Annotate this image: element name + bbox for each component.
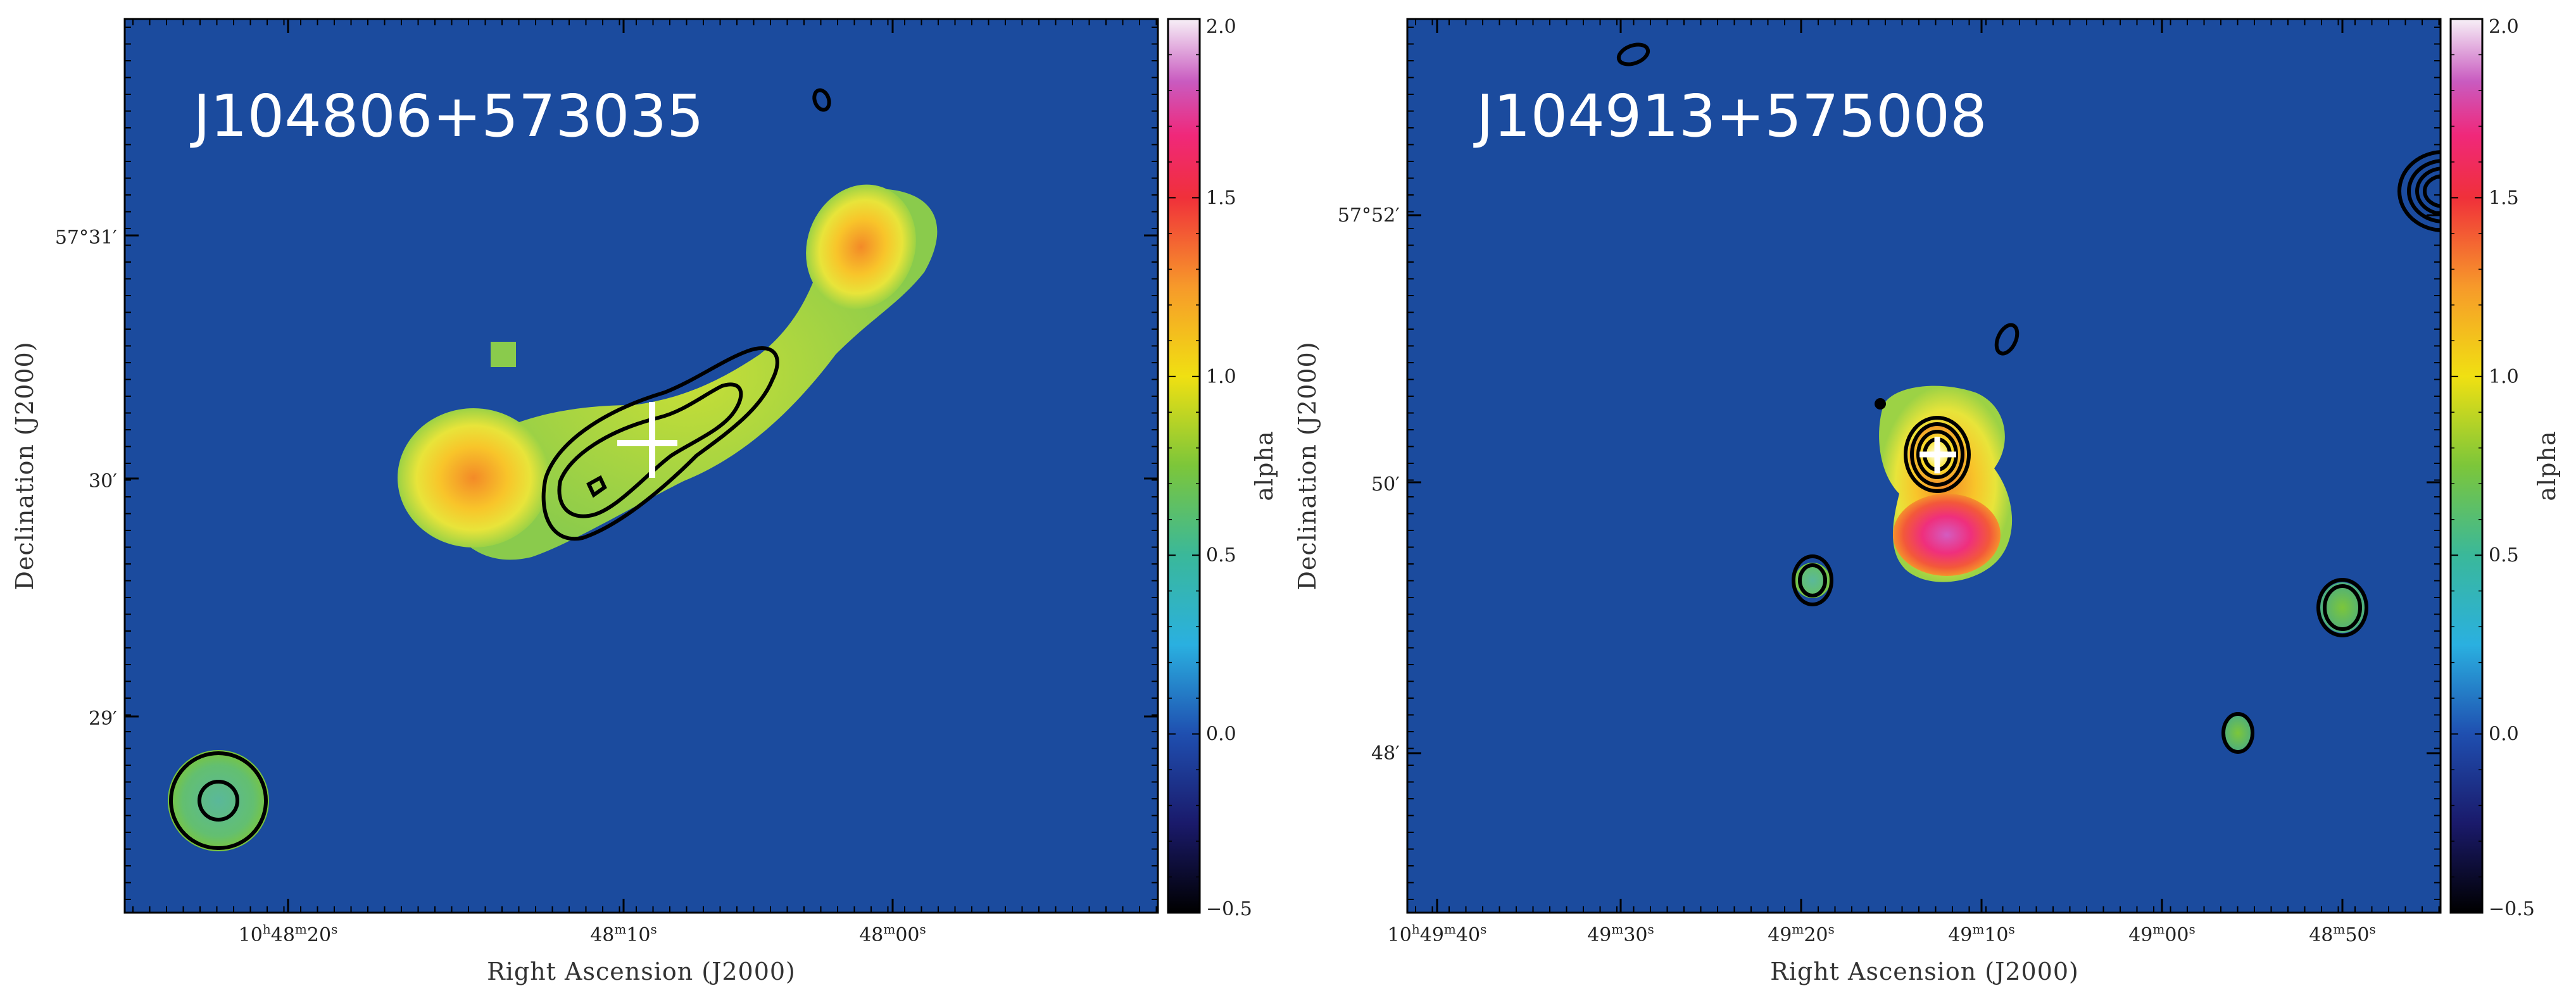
x-tick-label: 48m50s (2309, 922, 2376, 946)
x-tick-label: 49m00s (2128, 922, 2196, 946)
contour-source-c (2221, 712, 2254, 754)
contour-tiny-spot (1875, 398, 1886, 410)
x-tick-label: 49m10s (1948, 922, 2015, 946)
contour-source-b-outer (2316, 578, 2368, 637)
y-tick-label: 29′ (89, 708, 117, 730)
colorbar-tick-label: 0.5 (2489, 544, 2519, 566)
colorbar-tick-label: −0.5 (2489, 898, 2535, 920)
x-tick-label: 49m20s (1768, 922, 1835, 946)
contour-core (586, 475, 607, 498)
colorbar-tick-label: 1.0 (2489, 366, 2519, 388)
colorbar-tick-label: 2.0 (2489, 16, 2519, 38)
x-axis-title-left: Right Ascension (J2000) (487, 958, 796, 985)
tick-marks-right (1407, 19, 2441, 913)
y-axis-title-right: Declination (J2000) (1293, 341, 1321, 590)
x-tick-label: 10h48m20s (239, 922, 338, 946)
colorbar-right: 2.0 1.5 1.0 0.5 0.0 −0.5 alpha (2449, 16, 2561, 920)
spectral-index-map-left (168, 88, 938, 851)
colorbar-label-left: alpha (1250, 430, 1278, 501)
y-tick-label: 30′ (89, 470, 117, 492)
contour-source-a-outer (1792, 554, 1833, 606)
x-axis-title-right: Right Ascension (J2000) (1770, 958, 2079, 985)
x-tick-label: 48m10s (590, 922, 657, 946)
colorbar-label-right: alpha (2533, 430, 2561, 501)
contour-edge-4 (2423, 174, 2441, 208)
colorbar-ticks-left: 2.0 1.5 1.0 0.5 0.0 −0.5 (1168, 16, 1252, 920)
colorbar-tick-label: 0.5 (1206, 544, 1236, 566)
source-title-right: J104913+575008 (1473, 82, 1987, 150)
emission-jet (437, 189, 938, 560)
colorbar-left: 2.0 1.5 1.0 0.5 0.0 −0.5 alpha (1167, 16, 1278, 920)
colorbar-tick-label: 0.0 (1206, 723, 1236, 746)
y-tick-label: 48′ (1371, 742, 1400, 765)
colorbar-ticks-right: 2.0 1.5 1.0 0.5 0.0 −0.5 (2451, 16, 2535, 920)
tick-marks-left (125, 19, 1158, 913)
x-tick-label: 49m30s (1587, 922, 1654, 946)
contour-core-1 (1904, 416, 1971, 493)
emission-sw-source (168, 750, 269, 851)
emission-pink-knot (1893, 494, 2001, 576)
contours-left (169, 88, 831, 850)
colorbar-tick-label: 1.0 (1206, 366, 1236, 388)
contour-north-spot (812, 88, 831, 112)
emission-source-c (2222, 714, 2254, 752)
core-marker-left (617, 402, 677, 478)
source-title-left: J104806+573035 (190, 82, 704, 150)
panel-right: J104913+575008 57°52′ 50′ 48′ 10h49m40s … (1293, 16, 2561, 985)
colorbar-tick-label: 0.0 (2489, 723, 2519, 746)
contour-source-b-inner (2323, 584, 2362, 631)
contour-outer-jet (541, 346, 779, 541)
y-tick-label: 50′ (1371, 473, 1400, 496)
colorbar-tick-label: 1.5 (1206, 187, 1236, 209)
colorbar-gradient (2449, 18, 2484, 914)
contour-edge-3 (2415, 166, 2441, 216)
contour-top-spot (1616, 42, 1650, 66)
y-axis-title-left: Declination (J2000) (11, 341, 39, 590)
contour-mid-spot (1994, 323, 2020, 356)
colorbar-tick-label: 1.5 (2489, 187, 2519, 209)
colorbar-tick-label: −0.5 (1206, 898, 1252, 920)
emission-source-b (2320, 582, 2365, 633)
contour-source-a-inner (1798, 563, 1827, 597)
colorbar-tick-label: 2.0 (1206, 16, 1236, 38)
x-tick-label: 48m00s (859, 922, 926, 946)
y-tick-label: 57°52′ (1338, 204, 1400, 227)
contour-sw-inner (198, 780, 239, 822)
contour-edge-2 (2407, 159, 2441, 223)
frame-right (1406, 18, 2442, 914)
contour-edge-1 (2397, 150, 2441, 232)
contour-inner-jet (557, 382, 743, 518)
emission-knot (491, 342, 516, 367)
spectral-index-map-right (1616, 42, 2441, 754)
emission-north-lobe (806, 184, 916, 310)
colorbar-gradient (1167, 18, 1201, 914)
panel-left: J104806+573035 57°31′ 30′ 29′ 10h48m20s … (11, 16, 1278, 985)
contour-core-2 (1910, 422, 1964, 487)
emission-left-lobe (398, 408, 550, 547)
frame-left (123, 18, 1159, 914)
y-tick-label: 57°31′ (55, 227, 117, 249)
x-tick-label: 10h49m40s (1388, 922, 1487, 946)
contour-sw-outer (169, 751, 268, 850)
core-marker-right (1919, 437, 1956, 473)
